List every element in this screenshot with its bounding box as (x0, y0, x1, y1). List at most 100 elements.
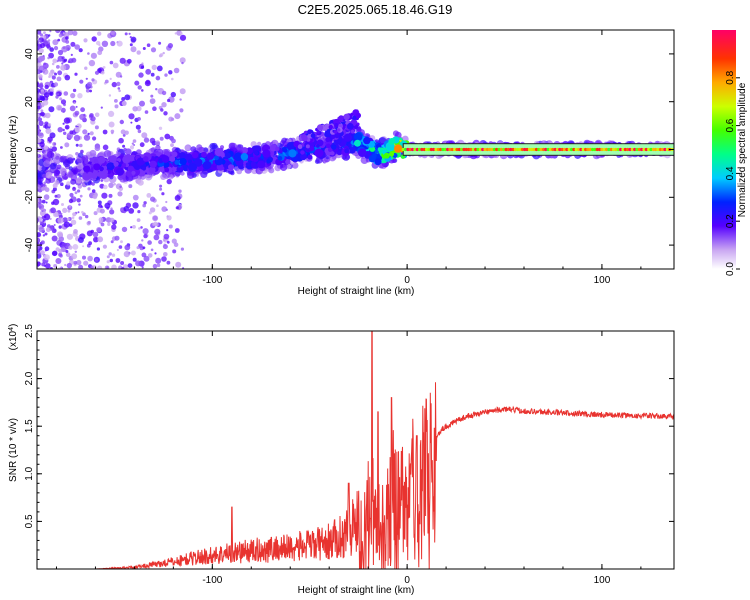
noise-speckle (103, 184, 108, 190)
ridge-cell (286, 142, 295, 151)
noise-speckle (73, 229, 78, 234)
noise-speckle (43, 221, 46, 224)
carrier-cell (551, 147, 555, 152)
noise-speckle (132, 202, 139, 209)
carrier-cell (481, 147, 485, 152)
noise-speckle (94, 125, 99, 130)
noise-speckle (96, 247, 100, 251)
carrier-cell (661, 147, 665, 152)
halo-cell (236, 168, 243, 175)
noise-speckle (162, 51, 165, 55)
noise-speckle (60, 212, 63, 216)
noise-speckle (56, 76, 62, 82)
noise-speckle (172, 249, 177, 254)
noise-speckle (132, 106, 138, 112)
ridge-cell (241, 147, 248, 154)
noise-speckle (174, 195, 181, 201)
tail-cell (325, 137, 331, 143)
carrier-cell (579, 147, 583, 152)
noise-speckle (118, 137, 124, 144)
noise-speckle (68, 198, 74, 204)
noise-speckle (75, 143, 79, 147)
noise-speckle (42, 68, 49, 75)
noise-speckle (76, 198, 81, 203)
noise-speckle (112, 62, 119, 69)
noise-speckle (90, 116, 96, 122)
carrier-cell (434, 147, 438, 152)
noise-speckle (97, 50, 103, 56)
ridge-cell (343, 133, 352, 142)
noise-speckle (45, 128, 52, 134)
tail-cell (307, 129, 312, 135)
carrier-cell (408, 147, 412, 152)
noise-speckle (119, 75, 123, 78)
halo-cell (274, 164, 282, 172)
tail-cell (316, 130, 320, 134)
noise-speckle (120, 240, 123, 244)
noise-speckle (89, 131, 94, 136)
tail-cell (324, 130, 332, 138)
noise-speckle (92, 136, 97, 141)
halo-cell (75, 177, 82, 184)
noise-speckle (136, 218, 141, 223)
noise-speckle (142, 203, 146, 208)
carrier-cell (635, 147, 639, 152)
noise-speckle (141, 89, 144, 92)
colorbar-tick-label: 0.4 (725, 166, 736, 180)
noise-speckle (179, 34, 187, 41)
carrier-cell (453, 147, 457, 152)
noise-speckle (43, 145, 49, 150)
noise-speckle (121, 226, 128, 233)
halo-cell (49, 163, 57, 170)
carrier-cell (460, 147, 464, 152)
tail-cell (337, 128, 341, 132)
noise-speckle (98, 217, 104, 223)
noise-speckle (106, 255, 110, 259)
noise-speckle (181, 61, 184, 65)
noise-speckle (100, 70, 105, 75)
snr-frame (36, 330, 675, 570)
carrier-cell (532, 147, 536, 152)
carrier-cell (656, 147, 660, 152)
noise-speckle (143, 233, 148, 239)
noise-speckle (155, 75, 161, 81)
noise-speckle (179, 108, 184, 113)
noise-speckle (142, 246, 146, 250)
carrier-cell (562, 147, 567, 152)
noise-speckle (40, 91, 45, 95)
tail-cell (300, 150, 305, 155)
noise-speckle (50, 207, 56, 214)
noise-speckle (56, 194, 61, 199)
noise-speckle (141, 62, 144, 65)
ridge-cell (89, 157, 94, 162)
noise-speckle (62, 131, 67, 135)
noise-speckle (100, 106, 103, 109)
ridge-cell (257, 160, 266, 169)
noise-speckle (58, 252, 63, 257)
noise-speckle (72, 212, 77, 217)
noise-speckle (37, 153, 40, 158)
carrier-cell (427, 147, 431, 152)
carrier-cell (593, 147, 597, 152)
carrier-cell (623, 147, 627, 152)
noise-speckle (44, 246, 50, 251)
noise-speckle (70, 95, 73, 97)
noise-speckle (152, 222, 156, 226)
noise-speckle (37, 97, 40, 103)
carrier-cell (642, 147, 646, 152)
ridge-cell (174, 159, 180, 165)
ridge-cell (171, 151, 178, 158)
noise-speckle (128, 184, 133, 189)
carrier-cell (546, 147, 550, 152)
noise-speckle (143, 137, 150, 143)
noise-speckle (155, 88, 158, 91)
ridge-cell (354, 139, 361, 147)
noise-speckle (38, 48, 44, 54)
ridge-cell (136, 157, 145, 166)
noise-speckle (43, 213, 51, 221)
ridge-cell (149, 160, 157, 168)
carrier-cell (422, 147, 426, 152)
noise-speckle (77, 184, 83, 189)
noise-speckle (38, 74, 43, 79)
